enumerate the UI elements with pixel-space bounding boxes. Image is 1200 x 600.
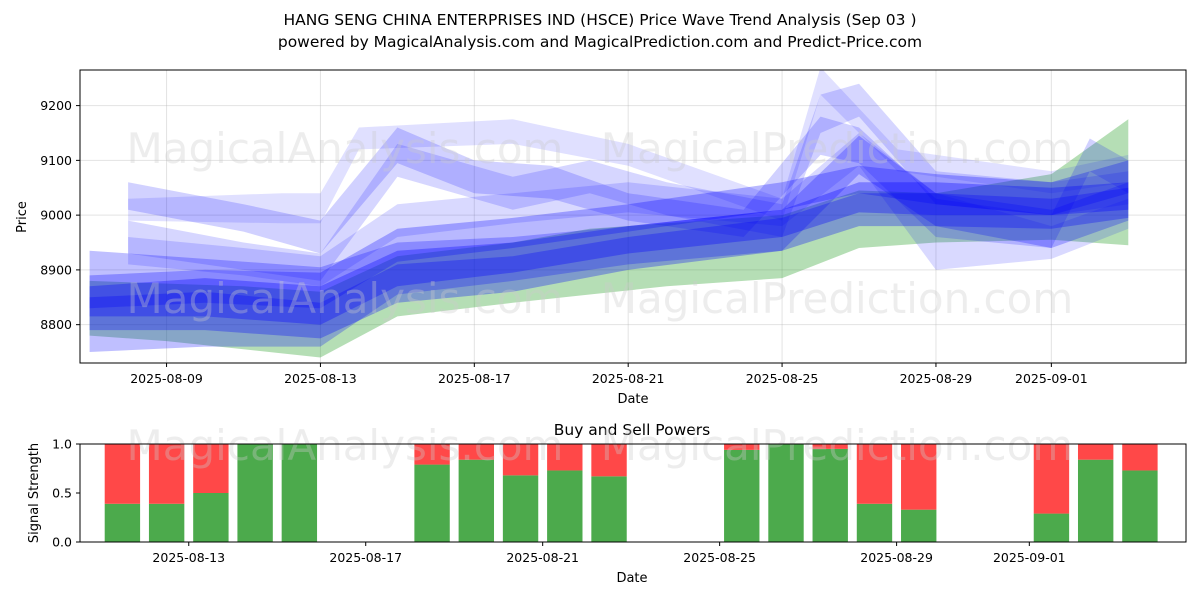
blue-wave-band-3 bbox=[89, 160, 1129, 309]
bottom-x-tick-label: 2025-08-17 bbox=[329, 550, 402, 565]
top-axes: 2025-08-09 2025-08-13 2025-08-17 2025-08-21… bbox=[40, 98, 1087, 386]
sell-power-bar bbox=[104, 444, 141, 504]
bottom-watermarks: MagicalAnalysis.com MagicalPrediction.co… bbox=[127, 421, 1074, 470]
buy-power-bar bbox=[148, 503, 185, 542]
sell-power-bar bbox=[414, 444, 450, 465]
buy-power-bar bbox=[1077, 459, 1114, 542]
top-wave-bands bbox=[89, 70, 1129, 358]
bottom-x-tick-label: 2025-08-13 bbox=[152, 550, 225, 565]
sell-power-bar bbox=[1033, 444, 1070, 514]
blue-wave-band-8 bbox=[128, 133, 1129, 287]
top-y-tick-label: 9000 bbox=[40, 208, 72, 223]
sell-power-bar bbox=[458, 444, 495, 460]
buy-power-bar bbox=[547, 470, 583, 542]
buy-power-bar bbox=[193, 493, 229, 542]
buy-power-bar bbox=[502, 475, 539, 542]
top-y-axis-label: Price bbox=[15, 201, 30, 233]
buy-power-bar bbox=[591, 476, 627, 542]
bottom-chart-title: Buy and Sell Powers bbox=[554, 421, 711, 439]
top-y-tick-label: 8800 bbox=[40, 317, 72, 332]
sell-power-bar bbox=[901, 444, 937, 510]
green-trend-band bbox=[89, 119, 1129, 358]
top-x-tick-label: 2025-08-17 bbox=[438, 371, 511, 386]
watermark-prediction-mid: MagicalPrediction.com bbox=[601, 274, 1074, 323]
top-x-axis-label: Date bbox=[617, 392, 648, 407]
blue-wave-band-7 bbox=[128, 70, 1129, 224]
blue-wave-band-4 bbox=[89, 135, 1129, 352]
sell-power-bar bbox=[812, 444, 848, 449]
sell-power-bar bbox=[502, 444, 539, 476]
top-y-tick-label: 9200 bbox=[40, 98, 72, 113]
sell-power-bar bbox=[148, 444, 185, 504]
blue-wave-band-1 bbox=[89, 182, 1129, 325]
top-x-tick-label: 2025-08-25 bbox=[746, 371, 819, 386]
blue-wave-band-2 bbox=[89, 187, 1129, 339]
top-grid bbox=[80, 70, 1186, 363]
bottom-x-tick-label: 2025-08-21 bbox=[506, 550, 579, 565]
watermark-analysis-bottom: MagicalAnalysis.com bbox=[127, 421, 564, 470]
bottom-x-tick-label: 2025-08-29 bbox=[860, 550, 933, 565]
bottom-y-axis-label: Signal Strength bbox=[27, 443, 42, 543]
top-x-tick-label: 2025-08-09 bbox=[130, 371, 203, 386]
bottom-axes: 2025-08-13 2025-08-17 2025-08-21 2025-08-25… bbox=[52, 437, 1066, 566]
top-watermarks: MagicalAnalysis.com MagicalPrediction.co… bbox=[127, 124, 1074, 323]
watermark-analysis-mid: MagicalAnalysis.com bbox=[127, 274, 564, 323]
bottom-bars bbox=[104, 444, 1158, 542]
sell-power-bar bbox=[1077, 444, 1114, 460]
buy-power-bar bbox=[1033, 513, 1070, 542]
top-x-tick-label: 2025-09-01 bbox=[1015, 371, 1088, 386]
bottom-x-tick-label: 2025-08-25 bbox=[683, 550, 756, 565]
buy-power-bar bbox=[812, 448, 848, 542]
buy-power-bar bbox=[724, 449, 760, 542]
blue-wave-band-6 bbox=[128, 83, 1129, 281]
buy-power-bar bbox=[856, 503, 893, 542]
sell-power-bar bbox=[856, 444, 893, 504]
top-plot-frame bbox=[79, 69, 1187, 364]
buy-power-bar bbox=[1122, 470, 1158, 542]
chart-title-line-1: HANG SENG CHINA ENTERPRISES IND (HSCE) P… bbox=[283, 11, 916, 29]
top-y-tick-label: 8900 bbox=[40, 262, 72, 277]
top-y-tick-label: 9100 bbox=[40, 153, 72, 168]
sell-power-bar bbox=[193, 444, 229, 493]
blue-wave-band-5 bbox=[128, 116, 1129, 254]
top-x-tick-label: 2025-08-21 bbox=[592, 371, 665, 386]
buy-power-bar bbox=[414, 464, 450, 542]
bottom-x-tick-label: 2025-09-01 bbox=[993, 550, 1066, 565]
watermark-analysis-top: MagicalAnalysis.com bbox=[127, 124, 564, 173]
watermark-prediction-top: MagicalPrediction.com bbox=[601, 124, 1074, 173]
sell-power-bar bbox=[724, 444, 760, 450]
sell-power-bar bbox=[591, 444, 627, 477]
buy-power-bar bbox=[901, 509, 937, 542]
buy-power-bar bbox=[237, 444, 273, 542]
chart-title-line-2: powered by MagicalAnalysis.com and Magic… bbox=[278, 33, 922, 51]
bottom-y-tick-label: 0.5 bbox=[52, 486, 72, 501]
buy-power-bar bbox=[281, 444, 318, 542]
sell-power-bar bbox=[547, 444, 583, 471]
buy-power-bar bbox=[768, 444, 804, 542]
top-x-tick-label: 2025-08-13 bbox=[284, 371, 357, 386]
watermark-prediction-bottom: MagicalPrediction.com bbox=[601, 421, 1074, 470]
top-x-tick-label: 2025-08-29 bbox=[900, 371, 973, 386]
bottom-x-axis-label: Date bbox=[616, 571, 647, 586]
buy-power-bar bbox=[104, 503, 141, 542]
bottom-y-tick-label: 1.0 bbox=[52, 437, 72, 452]
buy-power-bar bbox=[458, 459, 495, 542]
bottom-y-tick-label: 0.0 bbox=[52, 535, 72, 550]
sell-power-bar bbox=[1122, 444, 1158, 471]
